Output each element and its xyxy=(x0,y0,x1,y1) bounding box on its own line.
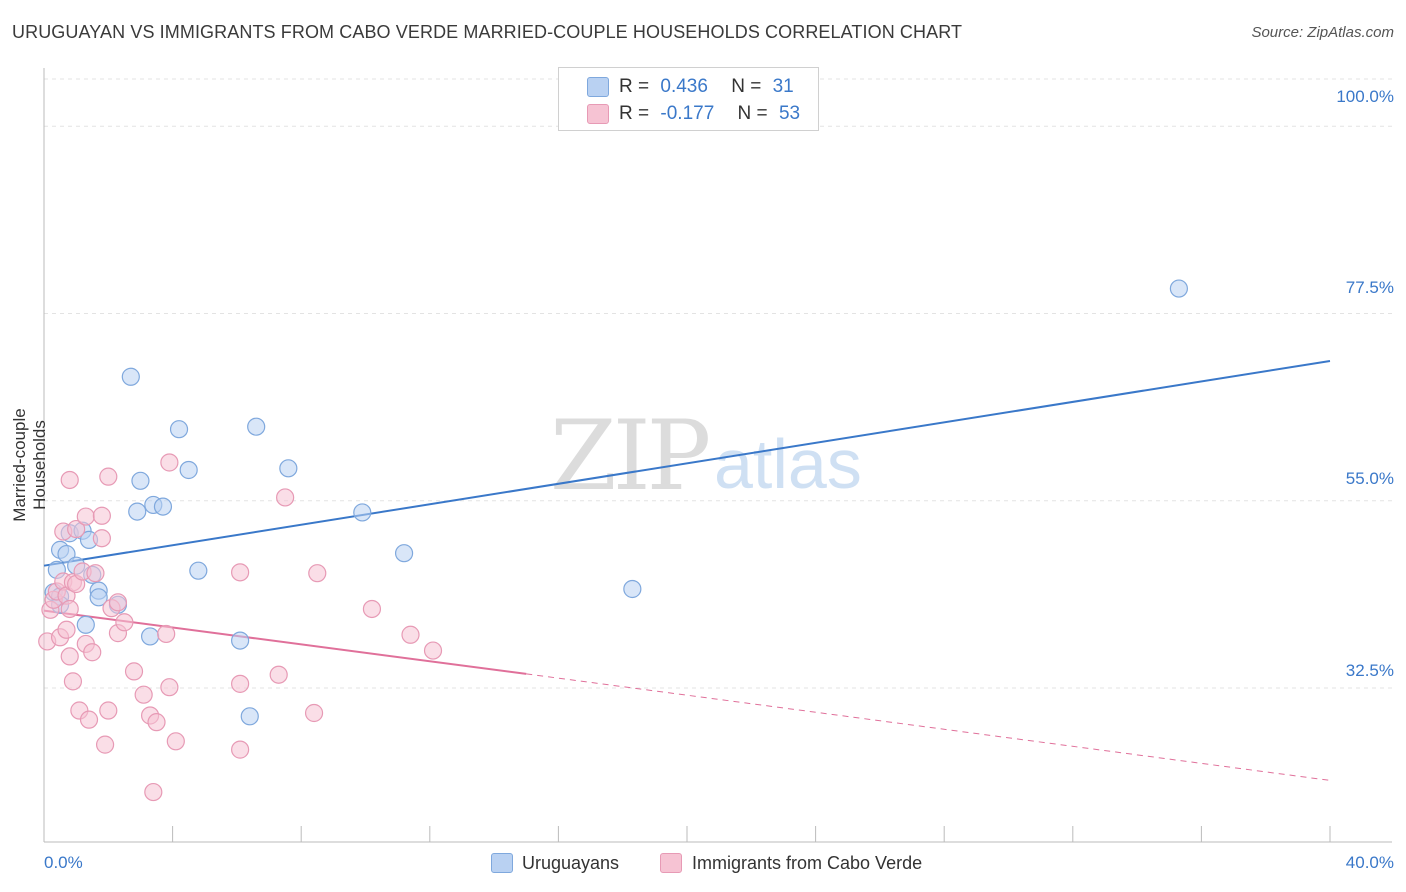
y-tick-label: 55.0% xyxy=(1345,469,1394,488)
point-cabo-verde xyxy=(269,665,288,684)
legend-label-uruguayans: Uruguayans xyxy=(522,853,620,873)
point-cabo-verde xyxy=(401,625,420,644)
y-tick-label: 32.5% xyxy=(1345,661,1394,680)
point-cabo-verde xyxy=(63,672,83,691)
y-axis-label: Married-couple Households xyxy=(10,408,49,522)
point-cabo-verde xyxy=(134,685,153,704)
point-cabo-verde xyxy=(67,519,86,539)
point-uruguayans xyxy=(240,707,259,726)
point-cabo-verde xyxy=(108,593,128,612)
point-cabo-verde xyxy=(92,506,111,525)
legend-label-cabo-verde: Immigrants from Cabo Verde xyxy=(692,853,923,873)
point-uruguayans xyxy=(394,544,414,563)
point-cabo-verde xyxy=(60,470,79,490)
stats-legend: R = 0.436 N = 31 R = -0.177 N = 53 xyxy=(558,67,819,131)
point-cabo-verde xyxy=(166,732,185,751)
point-uruguayans xyxy=(121,367,140,386)
point-uruguayans xyxy=(1169,279,1188,298)
trend-extension-cabo-verde xyxy=(526,673,1331,781)
point-cabo-verde xyxy=(157,624,176,644)
r-value: 0.436 xyxy=(660,76,708,97)
point-cabo-verde xyxy=(231,740,250,759)
point-cabo-verde xyxy=(79,710,99,729)
r-value: -0.177 xyxy=(660,103,715,124)
watermark-zip: ZIP xyxy=(550,400,711,512)
n-value: 31 xyxy=(772,76,794,97)
n-label: N = xyxy=(737,103,768,124)
legend-swatch-uruguayans xyxy=(587,77,609,97)
point-cabo-verde xyxy=(160,453,179,472)
x-tick-label: 40.0% xyxy=(1345,853,1394,872)
axes xyxy=(43,68,1392,843)
point-cabo-verde xyxy=(60,647,79,666)
watermark-atlas: atlas xyxy=(714,425,862,503)
point-uruguayans xyxy=(153,497,173,516)
legend-swatch-uruguayans-bottom xyxy=(491,853,513,873)
point-cabo-verde xyxy=(144,782,163,802)
legend-swatch-cabo-verde-bottom xyxy=(660,853,682,873)
y-tick-label: 100.0% xyxy=(1336,87,1394,106)
legend-row-uruguayans: R = 0.436 N = 31 xyxy=(619,76,794,98)
point-cabo-verde xyxy=(160,678,179,697)
point-cabo-verde xyxy=(60,599,79,619)
point-uruguayans xyxy=(279,459,298,478)
point-uruguayans xyxy=(140,627,160,646)
point-cabo-verde xyxy=(95,735,115,754)
chart-source: Source: ZipAtlas.com xyxy=(1251,24,1394,41)
point-uruguayans xyxy=(247,417,266,436)
chart-title: URUGUAYAN VS IMMIGRANTS FROM CABO VERDE … xyxy=(12,22,963,42)
trend-line-uruguayans xyxy=(43,359,1331,567)
point-cabo-verde xyxy=(231,674,250,693)
point-uruguayans xyxy=(76,615,95,634)
point-uruguayans xyxy=(353,503,372,522)
point-uruguayans xyxy=(128,502,147,521)
point-cabo-verde xyxy=(304,703,324,723)
point-cabo-verde xyxy=(124,662,144,681)
n-label: N = xyxy=(731,76,762,97)
r-label: R = xyxy=(619,103,650,124)
point-cabo-verde xyxy=(308,564,327,583)
point-cabo-verde xyxy=(147,713,166,732)
point-cabo-verde xyxy=(57,620,76,639)
point-uruguayans xyxy=(179,460,198,480)
point-cabo-verde xyxy=(99,467,118,486)
point-cabo-verde xyxy=(76,507,95,526)
legend-row-cabo-verde: R = -0.177 N = 53 xyxy=(619,103,800,125)
y-tick-label: 77.5% xyxy=(1345,278,1394,297)
point-uruguayans xyxy=(231,631,250,650)
point-cabo-verde xyxy=(99,701,118,720)
point-cabo-verde xyxy=(92,529,111,548)
x-tick-label: 0.0% xyxy=(44,853,83,872)
legend-swatch-cabo-verde xyxy=(587,104,609,124)
point-cabo-verde xyxy=(423,641,443,660)
point-uruguayans xyxy=(131,471,150,490)
point-cabo-verde xyxy=(276,488,295,507)
point-uruguayans xyxy=(57,544,76,564)
point-uruguayans xyxy=(169,420,189,439)
point-uruguayans xyxy=(89,588,108,607)
point-uruguayans xyxy=(623,579,642,599)
point-cabo-verde xyxy=(83,643,102,662)
point-uruguayans xyxy=(189,561,208,580)
point-cabo-verde xyxy=(231,563,250,582)
point-cabo-verde xyxy=(115,613,134,632)
point-cabo-verde xyxy=(86,564,105,583)
n-value: 53 xyxy=(778,103,801,124)
point-cabo-verde xyxy=(362,599,382,619)
data-points xyxy=(38,279,1188,802)
r-label: R = xyxy=(619,76,650,97)
